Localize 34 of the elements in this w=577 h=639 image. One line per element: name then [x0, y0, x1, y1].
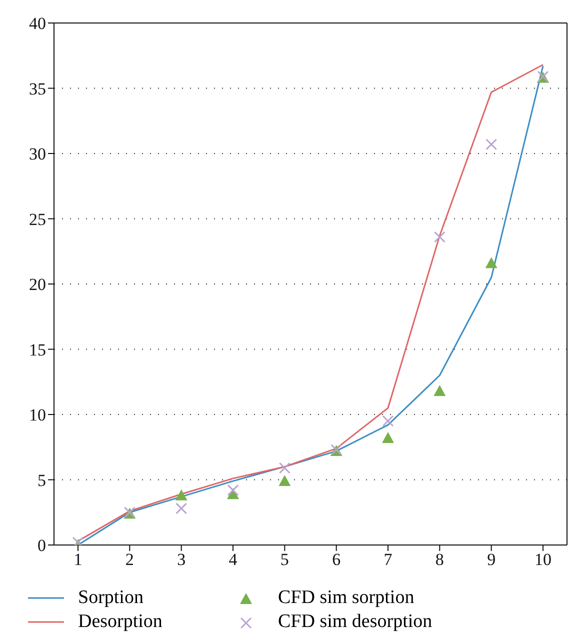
y-tick-label: 35 [29, 79, 46, 98]
y-tick-label: 0 [38, 536, 46, 556]
point [485, 257, 498, 268]
x-tick-label: 3 [177, 550, 186, 570]
x-tick-label: 6 [332, 550, 341, 570]
y-tick-label: 30 [29, 144, 46, 164]
y-tick-label: 10 [29, 406, 46, 425]
x-tick-label: 2 [125, 550, 134, 570]
point [175, 489, 188, 500]
x-tick-label: 8 [435, 550, 444, 570]
y-tick-label: 40 [29, 14, 46, 34]
legend-label: Sorption [78, 587, 144, 609]
x-tick-label: 4 [228, 550, 238, 570]
point [486, 138, 498, 150]
legend-label: Desorption [78, 611, 162, 633]
x-tick-label: 1 [74, 550, 82, 570]
y-tick-label: 15 [29, 340, 46, 360]
point [434, 385, 446, 396]
point [278, 475, 291, 486]
y-tick-label: 5 [38, 470, 46, 490]
x-tick-label: 9 [487, 550, 496, 570]
x-tick-label: 5 [280, 550, 289, 570]
point [227, 484, 239, 496]
legend-label: CFD sim desorption [278, 611, 432, 633]
point [382, 432, 394, 443]
y-tick-label: 20 [29, 275, 46, 294]
x-tick-label: 10 [534, 550, 552, 570]
point [382, 415, 394, 427]
x-tick-label: 7 [384, 550, 393, 570]
legend-label: CFD sim sorption [278, 587, 414, 609]
y-tick-label: 25 [29, 210, 46, 229]
point [176, 502, 188, 514]
point [434, 231, 446, 243]
point [278, 462, 290, 474]
